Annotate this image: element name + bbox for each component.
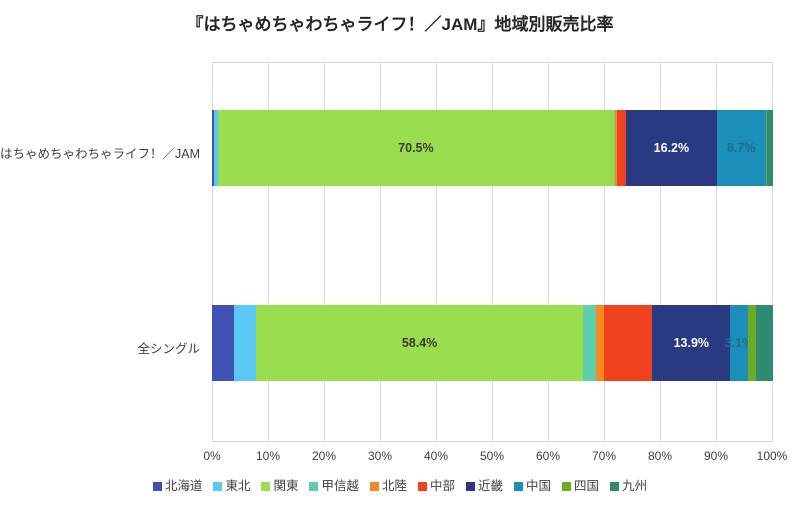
gridline [380, 62, 381, 442]
bar-segment[interactable] [583, 305, 597, 381]
legend-item[interactable]: 近畿 [466, 480, 503, 493]
bar-segment[interactable] [613, 110, 616, 186]
x-axis-tick-label: 10% [255, 449, 281, 463]
legend-swatch-icon [261, 481, 271, 491]
x-axis-tick-label: 40% [423, 449, 449, 463]
legend-swatch-icon [152, 481, 162, 491]
legend-label: 北海道 [164, 479, 203, 493]
gridline [212, 62, 213, 442]
bar-segment-value-label: 13.9% [673, 336, 710, 350]
bar-segment[interactable] [766, 110, 773, 186]
bar-segment[interactable]: 13.9% [652, 305, 731, 381]
legend-label: 中国 [526, 479, 552, 493]
legend-swatch-icon [562, 481, 572, 491]
legend-item[interactable]: 九州 [610, 480, 647, 493]
gridline [268, 62, 269, 442]
bar-series-row[interactable]: 58.4% 13.9% 3.1% [212, 305, 773, 381]
bar-segment[interactable]: 3.1% [725, 305, 753, 381]
gridline [716, 62, 717, 442]
legend-item[interactable]: 北陸 [369, 479, 407, 493]
legend-swatch-icon [369, 481, 379, 491]
bar-segment[interactable] [617, 110, 626, 186]
x-axis-tick-label: 30% [367, 449, 393, 463]
bar-segment[interactable] [615, 110, 617, 186]
legend-label: 四国 [574, 479, 600, 493]
bar-series-row[interactable]: 70.5% 16.2% 8.7% [212, 110, 773, 186]
x-axis-tick-label: 100% [756, 449, 788, 463]
bar-segment-value-label: 8.7% [726, 141, 756, 155]
legend-item[interactable]: 北海道 [152, 479, 203, 493]
x-axis-tick-label: 20% [311, 449, 337, 463]
bar-segment[interactable]: 16.2% [625, 110, 717, 186]
y-axis-category-label-1: 全シングル [137, 342, 200, 356]
legend: 北海道 東北 関東 甲信越 北陸 中部 近畿 中国 四国 九州 [0, 480, 800, 493]
bar-segment[interactable] [233, 305, 256, 381]
legend-item[interactable]: 中部 [418, 480, 455, 493]
legend-swatch-icon [466, 481, 476, 491]
legend-swatch-icon [610, 481, 620, 491]
x-axis-tick-label: 50% [479, 449, 505, 463]
legend-swatch-icon [514, 481, 524, 491]
bar-segment[interactable]: 8.7% [716, 110, 766, 186]
legend-label: 九州 [622, 479, 648, 493]
bar-segment-value-label: 16.2% [653, 141, 690, 155]
legend-item[interactable]: 四国 [562, 480, 599, 493]
gridline [772, 62, 773, 442]
bar-segment[interactable] [212, 110, 215, 186]
legend-label: 近畿 [478, 479, 504, 493]
gridline [492, 62, 493, 442]
legend-swatch-icon [418, 481, 427, 491]
legend-item[interactable]: 関東 [261, 480, 298, 493]
bar-segment[interactable] [755, 305, 773, 381]
y-axis-category-label-0: はちゃめちゃわちゃライフ！／JAM [0, 147, 201, 161]
bar-segment[interactable] [765, 110, 767, 186]
bar-segment[interactable] [214, 110, 219, 186]
legend-swatch-icon [213, 481, 223, 491]
legend-swatch-icon [309, 481, 319, 491]
legend-item[interactable]: 東北 [213, 480, 250, 493]
chart-title: 『はちゃめちゃわちゃライフ！／JAM』地域別販売比率 [186, 15, 614, 34]
x-axis-tick-label: 90% [703, 449, 729, 463]
bar-segment[interactable] [747, 305, 756, 381]
x-axis-tick-label: 70% [591, 449, 617, 463]
gridline [324, 62, 325, 442]
gridline [604, 62, 605, 442]
bar-segment[interactable] [596, 305, 605, 381]
gridline [436, 62, 437, 442]
legend-label: 関東 [273, 479, 299, 493]
gridline [548, 62, 549, 442]
bar-segment[interactable]: 70.5% [218, 110, 614, 186]
legend-label: 北陸 [381, 479, 407, 493]
bar-segment[interactable]: 58.4% [255, 305, 584, 381]
x-axis-tick-label: 80% [647, 449, 673, 463]
legend-label: 東北 [225, 479, 251, 493]
legend-item[interactable]: 中国 [514, 480, 551, 493]
bar-segment-value-label: 58.4% [401, 336, 438, 350]
bar-segment[interactable] [212, 305, 234, 381]
legend-label: 中部 [430, 479, 456, 493]
gridline [660, 62, 661, 442]
x-axis-tick-label: 60% [535, 449, 561, 463]
bar-segment[interactable] [604, 305, 653, 381]
plot-area: 70.5% 16.2% 8.7% 58.4% 13.9% 3.1% [212, 62, 773, 442]
x-axis-tick-label: 0% [203, 449, 221, 463]
legend-label: 甲信越 [321, 479, 359, 493]
bar-segment-value-label: 70.5% [398, 141, 434, 155]
legend-item[interactable]: 甲信越 [309, 480, 359, 493]
